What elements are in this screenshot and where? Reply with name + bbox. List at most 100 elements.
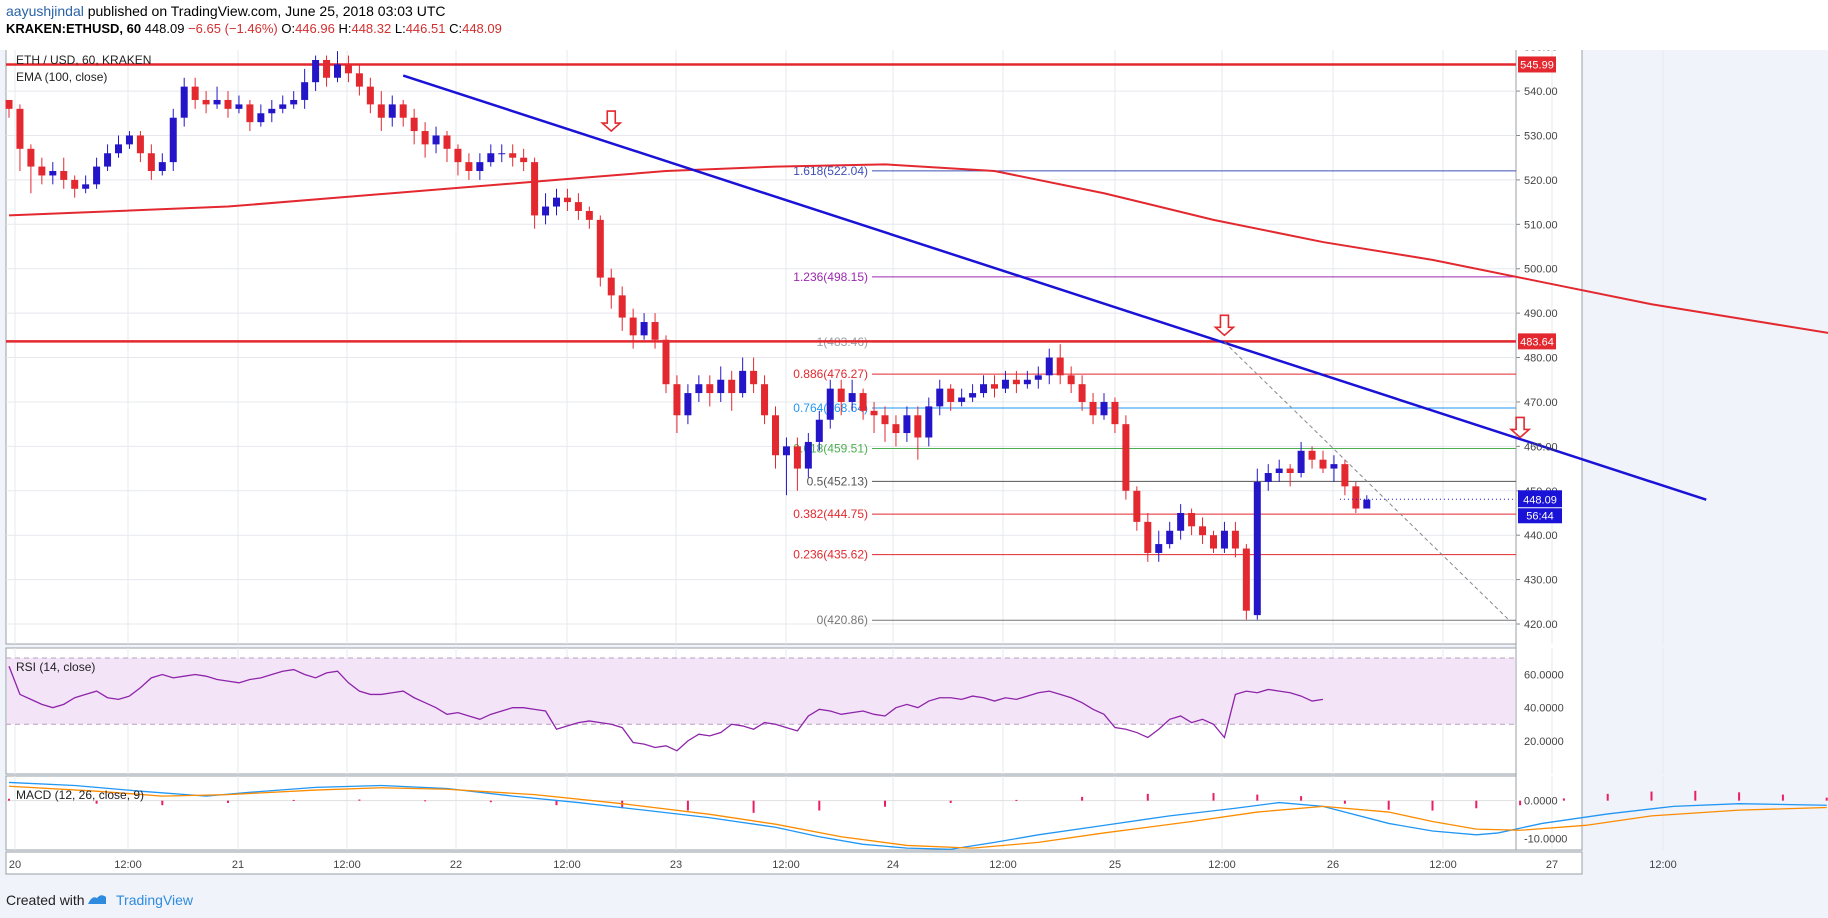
candle-body: [947, 388, 955, 402]
macd-histogram-bar: [1475, 800, 1478, 809]
candle-body: [936, 388, 944, 407]
candle-body: [410, 117, 418, 132]
candle-body: [290, 99, 298, 105]
time-tick-label: 20: [9, 859, 21, 871]
candle-body: [1078, 384, 1086, 402]
macd-histogram-bar: [818, 800, 821, 811]
tradingview-logo-icon: [88, 895, 106, 904]
candle-body: [509, 153, 517, 158]
candle-body: [859, 393, 867, 411]
candle-body: [761, 384, 769, 416]
fib-level-label: 0.5(452.13): [807, 474, 868, 488]
candle-body: [487, 153, 495, 163]
open-label: O:: [281, 21, 296, 36]
macd-histogram-bar: [1606, 793, 1609, 801]
footer: Created with TradingView: [0, 880, 1828, 918]
candle-body: [125, 135, 133, 145]
candle-body: [1199, 526, 1207, 536]
high-label: H:: [338, 21, 352, 36]
macd-histogram-bar: [1738, 792, 1741, 801]
close-value: 448.09: [462, 21, 502, 36]
candle-body: [1297, 450, 1305, 474]
candle-body: [1100, 401, 1108, 416]
ema-100-line: [8, 163, 1828, 334]
macd-histogram-bar: [884, 800, 886, 807]
macd-histogram-bar: [95, 800, 98, 804]
candle-body: [1264, 473, 1272, 482]
macd-tick-label: -10.0000: [1524, 834, 1567, 846]
open-value: 446.96: [295, 21, 335, 36]
candle-body: [673, 384, 681, 416]
candle-body: [60, 171, 68, 180]
candle-body: [27, 148, 35, 167]
macd-histogram-bar: [1256, 794, 1259, 801]
macd-tick-label: 0.0000: [1524, 796, 1558, 808]
candle-body: [344, 64, 352, 74]
candle-body: [553, 197, 560, 207]
price-tick-label: 510.00: [1524, 219, 1558, 231]
candle-body: [49, 171, 57, 176]
time-tick-label: 12:00: [114, 859, 142, 871]
candle-body: [1155, 544, 1163, 553]
macd-histogram-bar: [1519, 800, 1522, 806]
candle-body: [202, 99, 210, 105]
macd-histogram-bar: [1694, 790, 1697, 801]
grid-lines: [6, 40, 1664, 850]
rsi-band: [7, 657, 1515, 725]
candle-body: [969, 393, 977, 398]
candle-body: [246, 104, 254, 123]
candle-body: [542, 206, 550, 216]
candle-body: [848, 393, 856, 402]
macd-histogram-bar: [1562, 798, 1565, 801]
candle-body: [388, 104, 396, 118]
candle-body: [147, 153, 155, 172]
candle-body: [520, 157, 528, 163]
macd-histogram-bar: [1825, 797, 1828, 801]
time-tick-label: 12:00: [553, 859, 581, 871]
candle-body: [93, 166, 101, 185]
macd-histogram-bar: [1387, 800, 1390, 810]
candle-body: [804, 441, 812, 469]
candle-body: [355, 73, 363, 87]
price-axis-bg: [1515, 39, 1583, 851]
candle-body: [1133, 490, 1141, 522]
candle-body: [618, 295, 626, 318]
author-link[interactable]: aayushjindal: [6, 3, 84, 19]
candle-body: [563, 197, 571, 203]
candle-body: [235, 104, 243, 109]
published-text: published on TradingView.com, June 25, 2…: [87, 3, 446, 19]
time-tick-label: 26: [1327, 859, 1339, 871]
candle-body: [1352, 486, 1360, 509]
macd-histogram-bar: [161, 800, 164, 806]
candle-body: [366, 86, 374, 105]
price-tick-label: 540.00: [1524, 86, 1558, 98]
candle-body: [421, 131, 429, 145]
time-tick-label: 23: [670, 859, 682, 871]
candle-body: [662, 339, 670, 385]
symbol-name: KRAKEN:ETHUSD, 60: [6, 21, 142, 36]
macd-line: [8, 781, 1827, 850]
price-tick-label: 480.00: [1524, 353, 1558, 365]
candle-body: [739, 370, 747, 394]
macd-histogram-bar: [686, 800, 689, 811]
candle-body: [826, 388, 834, 420]
tradingview-brand[interactable]: TradingView: [116, 892, 194, 908]
macd-histogram-bar: [1212, 793, 1215, 801]
candle-body: [1111, 401, 1119, 425]
candle-body: [1308, 450, 1316, 460]
rsi-line: [8, 666, 1324, 752]
candle-body: [1330, 464, 1338, 469]
candle-body: [980, 384, 988, 394]
macd-histogram-bar: [621, 800, 624, 809]
candle-body: [301, 82, 309, 100]
close-label: C:: [449, 21, 463, 36]
downtrend-line: [402, 74, 1707, 501]
candle-body: [607, 277, 615, 296]
candle-body: [870, 410, 878, 416]
time-tick-label: 12:00: [772, 859, 800, 871]
candle-body: [432, 135, 440, 145]
candle-body: [1122, 424, 1130, 491]
macd-histogram-bar: [555, 800, 558, 806]
resistance-price-badge: [1518, 56, 1556, 73]
macd-histogram-bar: [227, 800, 229, 803]
